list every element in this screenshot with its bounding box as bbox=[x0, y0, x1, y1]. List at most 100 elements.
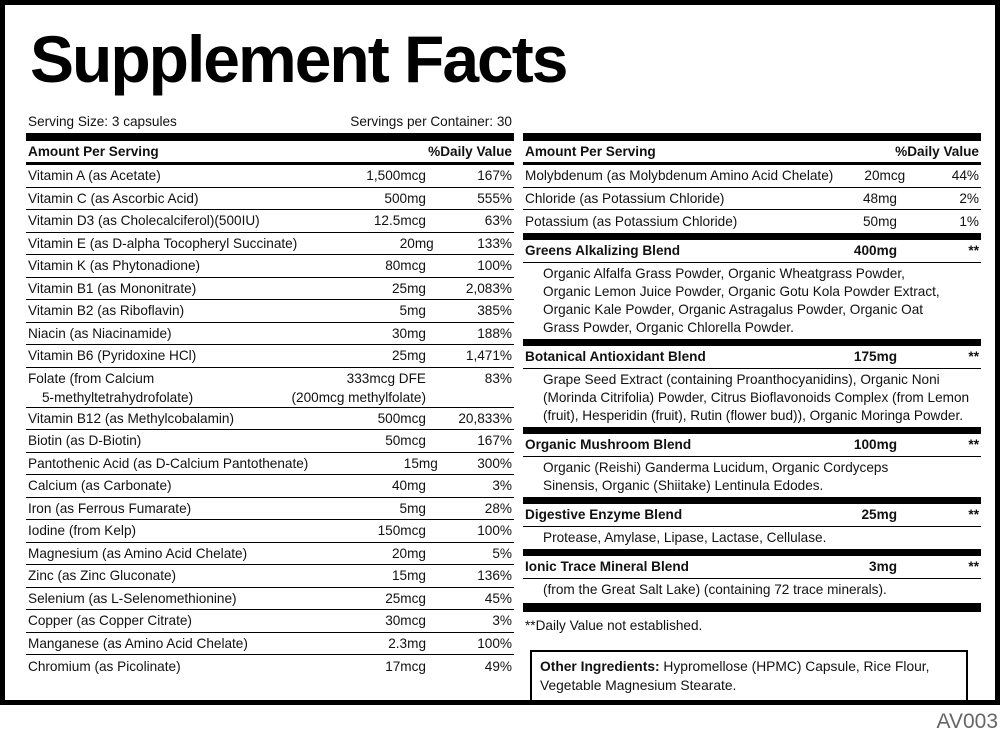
nutrient-daily-value: 3% bbox=[492, 478, 512, 494]
blend-ingredient-line: Grape Seed Extract (containing Proanthoc… bbox=[543, 371, 940, 387]
blend-name: Ionic Trace Mineral Blend bbox=[525, 559, 689, 574]
blend-ingredients: Protease, Amylase, Lipase, Lactase, Cell… bbox=[523, 527, 981, 550]
blend-ingredient-line: (from the Great Salt Lake) (containing 7… bbox=[543, 581, 887, 597]
label-title: Supplement Facts bbox=[30, 22, 568, 96]
nutrient-row: Chromium (as Picolinate) 17mcg 49% bbox=[26, 655, 514, 678]
nutrient-name: Vitamin B12 (as Methylcobalamin) bbox=[28, 410, 235, 426]
nutrient-amount: 50mg bbox=[862, 213, 897, 229]
blend-amount: 25mg bbox=[861, 507, 897, 522]
blend-ingredient-line: Organic (Reishi) Ganderma Lucidum, Organ… bbox=[543, 459, 889, 475]
right-table-header: Amount Per Serving %Daily Value bbox=[523, 133, 981, 165]
nutrient-amount: 20mg bbox=[399, 235, 434, 251]
nutrient-amount: 15mg bbox=[403, 455, 438, 471]
nutrient-row: Molybdenum (as Molybdenum Amino Acid Che… bbox=[523, 165, 981, 188]
blend-ingredient-line: Organic Lemon Juice Powder, Organic Gotu… bbox=[543, 283, 940, 299]
blend-ingredient-line: (fruit), Hesperidin (fruit), Rutin (flow… bbox=[543, 407, 964, 423]
other-ingredients-label: Other Ingredients: bbox=[540, 658, 660, 674]
nutrient-daily-value: 1,471% bbox=[465, 348, 512, 364]
divider-thick bbox=[523, 549, 981, 556]
nutrient-name: Pantothenic Acid (as D-Calcium Pantothen… bbox=[28, 455, 309, 471]
nutrient-amount: 30mg bbox=[391, 325, 426, 341]
nutrient-name: Selenium (as L-Selenomethionine) bbox=[28, 590, 237, 606]
blend-header: Organic Mushroom Blend 100mg ** bbox=[523, 434, 981, 457]
nutrient-name: Chloride (as Potassium Chloride) bbox=[525, 190, 725, 206]
nutrient-name: Magnesium (as Amino Acid Chelate) bbox=[28, 545, 248, 561]
left-table-header: Amount Per Serving %Daily Value bbox=[26, 141, 514, 165]
nutrient-row: Iron (as Ferrous Fumarate) 5mg 28% bbox=[26, 498, 514, 520]
divider-thick bbox=[26, 133, 514, 141]
nutrient-row: Biotin (as D-Biotin) 50mcg 167% bbox=[26, 430, 514, 453]
nutrient-amount: 500mcg bbox=[377, 410, 426, 426]
nutrient-row: Vitamin K (as Phytonadione) 80mcg 100% bbox=[26, 255, 514, 278]
other-ingredients-text: Hypromellose (HPMC) Capsule, Rice Flour,… bbox=[540, 658, 930, 693]
nutrient-daily-value: 133% bbox=[477, 235, 512, 251]
nutrient-row: Niacin (as Niacinamide) 30mg 188% bbox=[26, 323, 514, 345]
divider-thick bbox=[523, 232, 981, 240]
blend-name: Organic Mushroom Blend bbox=[525, 437, 692, 452]
nutrient-daily-value: 20,833% bbox=[458, 410, 512, 426]
nutrient-daily-value: 100% bbox=[477, 523, 512, 539]
nutrient-daily-value: 188% bbox=[477, 325, 512, 341]
nutrient-daily-value: 1% bbox=[959, 213, 979, 229]
nutrient-row: Pantothenic Acid (as D-Calcium Pantothen… bbox=[26, 453, 514, 475]
blend-amount: 3mg bbox=[869, 559, 897, 574]
nutrient-row: Potassium (as Potassium Chloride) 50mg 1% bbox=[523, 210, 981, 233]
nutrient-name: Potassium (as Potassium Chloride) bbox=[525, 213, 738, 229]
left-nutrient-table: Vitamin A (as Acetate) 1,500mcg 167% Vitami… bbox=[26, 165, 514, 678]
nutrient-amount: 15mg bbox=[391, 568, 426, 584]
nutrient-amount: 150mcg bbox=[377, 523, 426, 539]
blend-ingredient-line: Organic Alfalfa Grass Powder, Organic Wh… bbox=[543, 265, 905, 281]
nutrient-daily-value: 100% bbox=[477, 258, 512, 274]
nutrient-daily-value: 3% bbox=[492, 613, 512, 629]
blend-name: Greens Alkalizing Blend bbox=[525, 243, 681, 258]
nutrient-daily-value: 45% bbox=[484, 590, 512, 606]
nutrient-row: Zinc (as Zinc Gluconate) 15mg 136% bbox=[26, 565, 514, 588]
nutrient-row: Magnesium (as Amino Acid Chelate) 20mg 5% bbox=[26, 543, 514, 565]
nutrient-daily-value: 555% bbox=[477, 190, 512, 206]
nutrient-daily-value: 28% bbox=[484, 500, 512, 516]
nutrient-name-line: 5-methyltetrahydrofolate) bbox=[42, 389, 194, 405]
nutrient-name: Iodine (from Kelp) bbox=[28, 523, 137, 539]
nutrient-amount: 500mg bbox=[384, 190, 426, 206]
nutrient-amount: 333mcg DFE (200mcg methylfolate) bbox=[276, 369, 426, 407]
nutrient-amount: 25mcg bbox=[385, 590, 426, 606]
blend-name: Botanical Antioxidant Blend bbox=[525, 349, 706, 364]
nutrient-row: Vitamin C (as Ascorbic Acid) 500mg 555% bbox=[26, 188, 514, 210]
nutrient-name: Vitamin B6 (Pyridoxine HCl) bbox=[28, 348, 197, 364]
nutrient-row: Chloride (as Potassium Chloride) 48mg 2% bbox=[523, 188, 981, 210]
nutrient-name-line: Folate (from Calcium bbox=[28, 370, 155, 386]
blend-ingredient-line: Organic Kale Powder, Organic Astragalus … bbox=[543, 301, 924, 317]
nutrient-amount: 48mg bbox=[862, 190, 897, 206]
nutrient-daily-value: 49% bbox=[484, 658, 512, 674]
serving-info: Serving Size: 3 capsules Servings per Co… bbox=[26, 109, 514, 133]
blend-ingredients: Organic Alfalfa Grass Powder, Organic Wh… bbox=[523, 263, 981, 340]
nutrient-amount: 50mcg bbox=[385, 433, 426, 449]
nutrient-daily-value: 167% bbox=[477, 433, 512, 449]
nutrient-amount-line: 333mcg DFE bbox=[346, 370, 426, 386]
nutrient-daily-value: 2,083% bbox=[465, 280, 512, 296]
nutrient-row: Vitamin B2 (as Riboflavin) 5mg 385% bbox=[26, 300, 514, 323]
nutrient-daily-value: 100% bbox=[477, 635, 512, 651]
amount-header: Amount Per Serving bbox=[28, 144, 159, 159]
nutrient-amount: 5mg bbox=[399, 500, 426, 516]
daily-value-footnote: **Daily Value not established. bbox=[525, 617, 703, 633]
blend-ingredient-line: Protease, Amylase, Lipase, Lactase, Cell… bbox=[543, 529, 827, 545]
nutrient-name: Copper (as Copper Citrate) bbox=[28, 613, 192, 629]
nutrient-name: Vitamin C (as Ascorbic Acid) bbox=[28, 190, 199, 206]
nutrient-row: Vitamin A (as Acetate) 1,500mcg 167% bbox=[26, 165, 514, 188]
nutrient-name: Zinc (as Zinc Gluconate) bbox=[28, 568, 177, 584]
amount-header: Amount Per Serving bbox=[525, 144, 656, 159]
servings-per-container: Servings per Container: 30 bbox=[350, 113, 512, 129]
divider-thick bbox=[523, 427, 981, 434]
nutrient-name: Biotin (as D-Biotin) bbox=[28, 433, 142, 449]
dv-header: %Daily Value bbox=[895, 144, 979, 159]
nutrient-amount-line: (200mcg methylfolate) bbox=[291, 389, 426, 405]
nutrient-row: Calcium (as Carbonate) 40mg 3% bbox=[26, 475, 514, 498]
left-column: Serving Size: 3 capsules Servings per Co… bbox=[26, 109, 514, 678]
nutrient-daily-value: 5% bbox=[492, 545, 512, 561]
nutrient-name: Vitamin E (as D-alpha Tocopheryl Succina… bbox=[28, 235, 298, 251]
nutrient-row: Vitamin B6 (Pyridoxine HCl) 25mg 1,471% bbox=[26, 345, 514, 368]
nutrient-name: Manganese (as Amino Acid Chelate) bbox=[28, 635, 248, 651]
serving-size: Serving Size: 3 capsules bbox=[28, 113, 177, 129]
blend-ingredients: Grape Seed Extract (containing Proanthoc… bbox=[523, 369, 981, 428]
